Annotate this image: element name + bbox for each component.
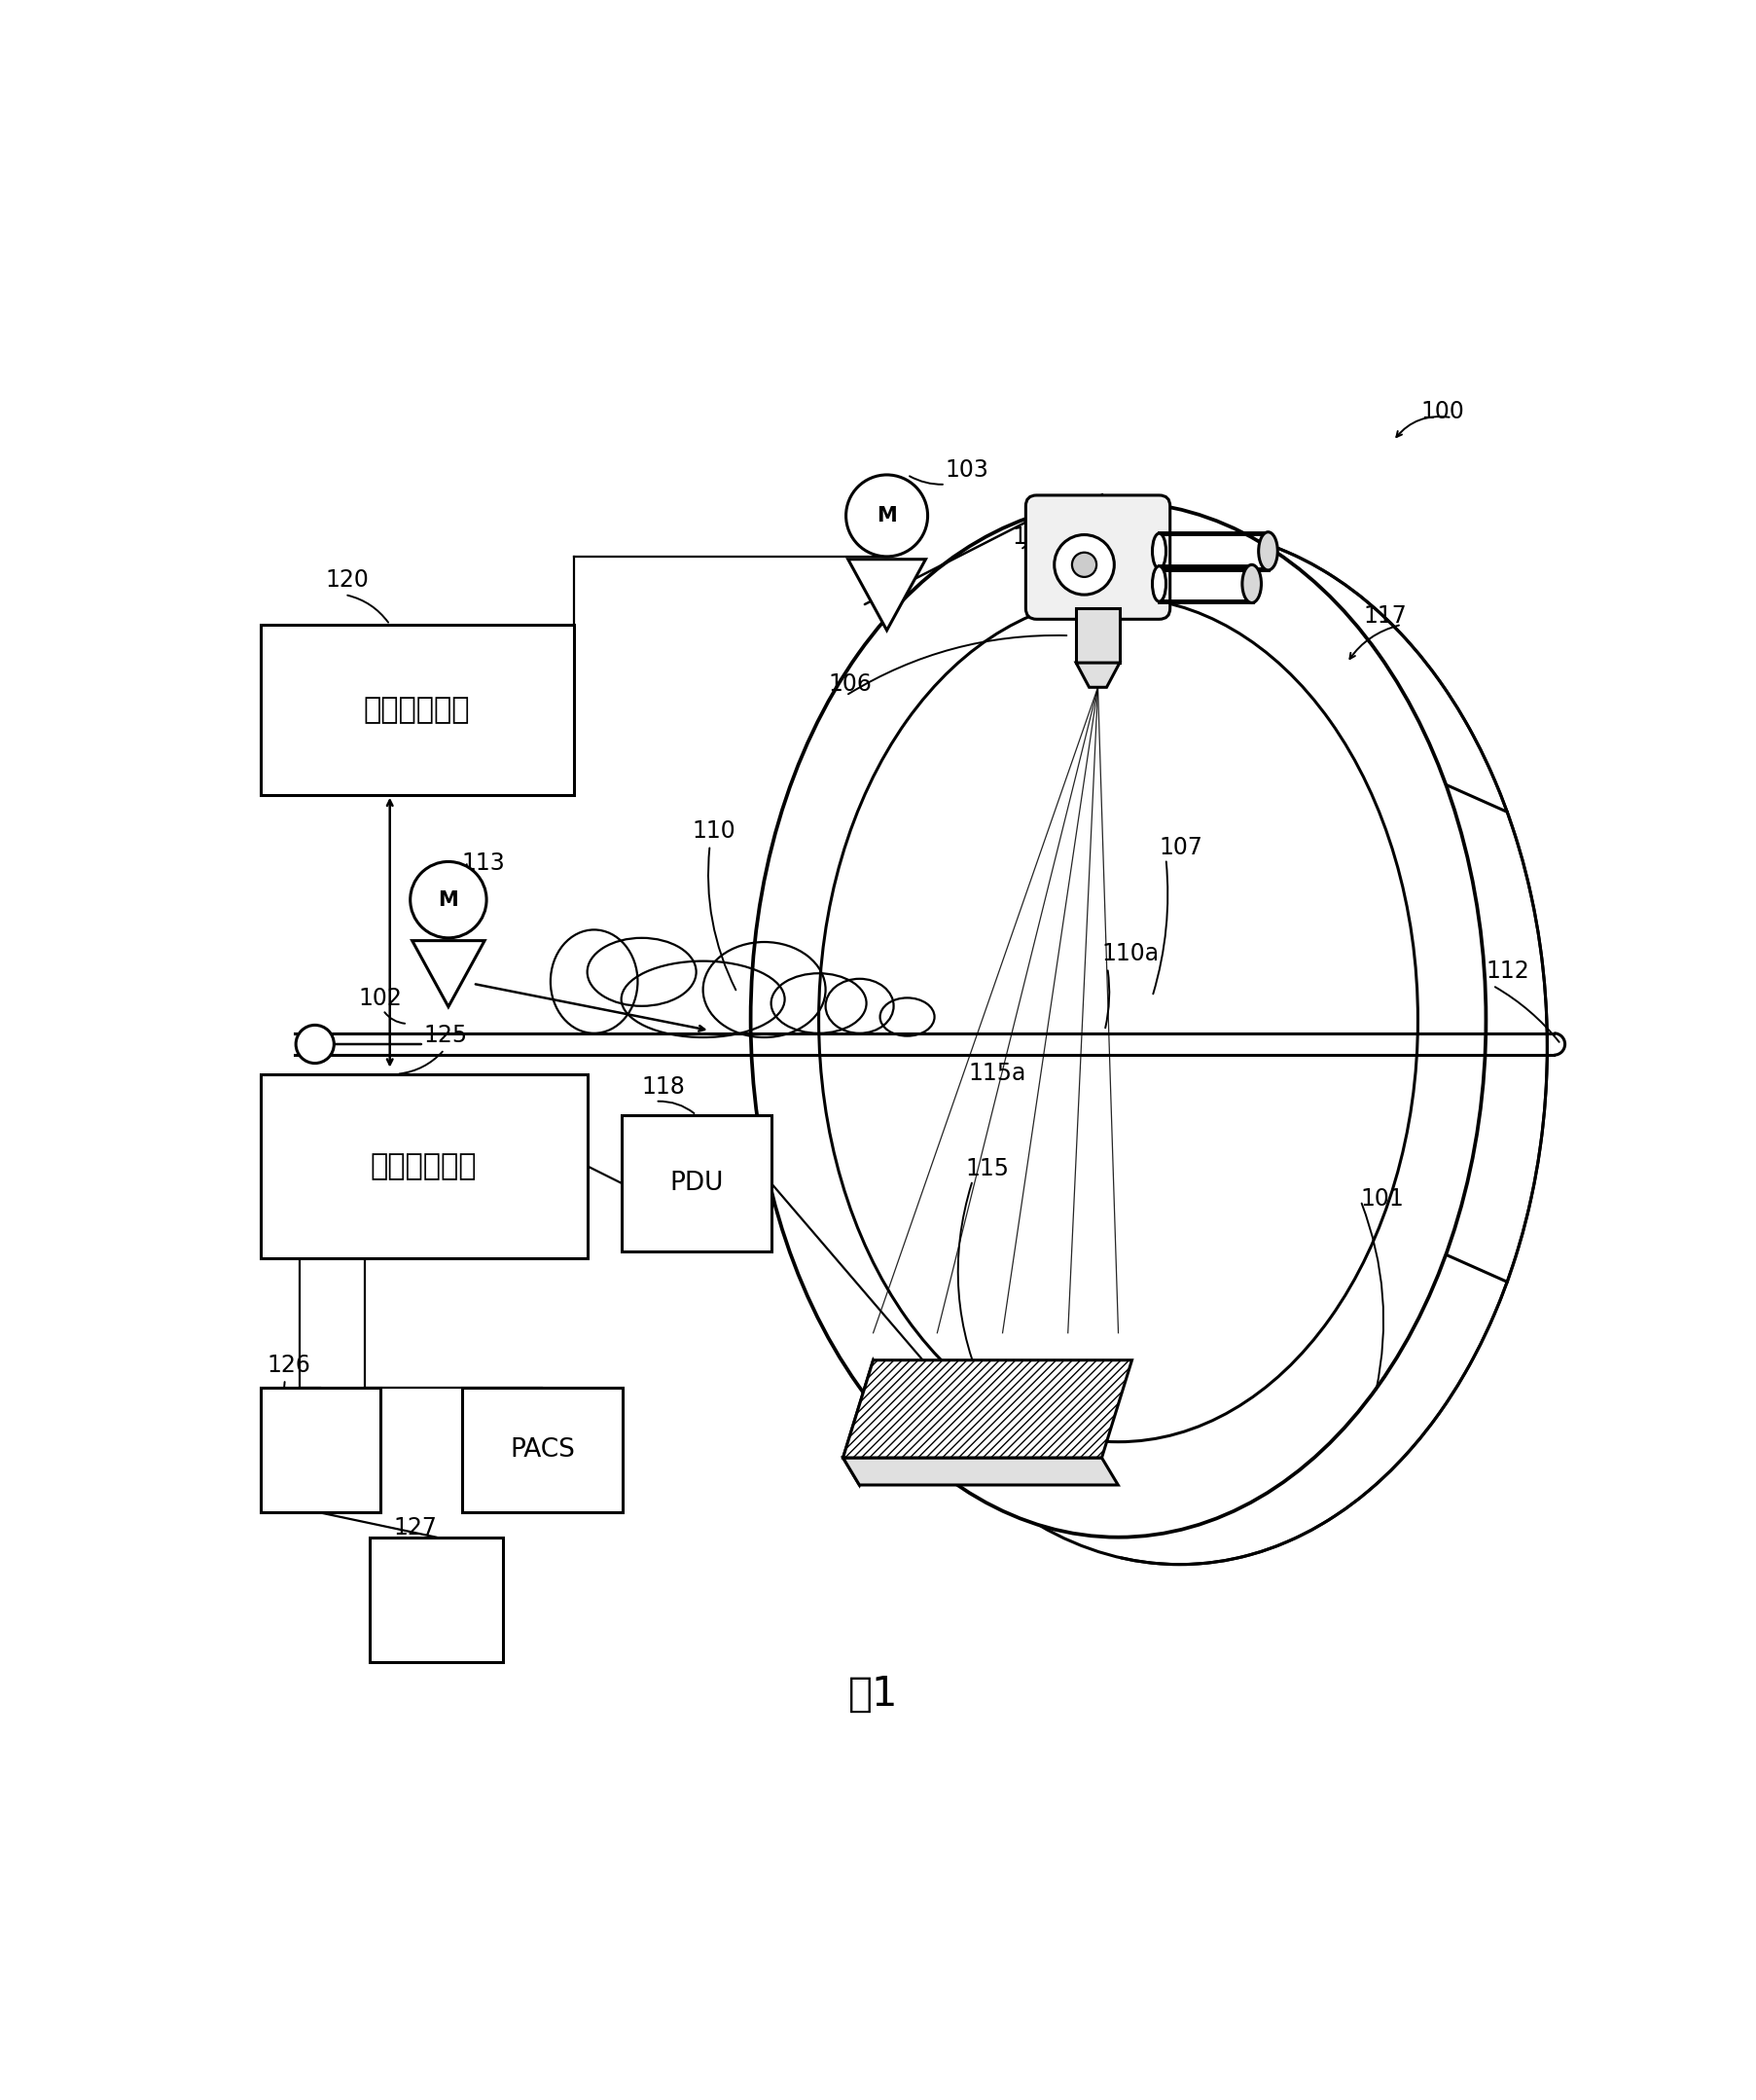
Text: 103: 103: [945, 458, 989, 481]
FancyBboxPatch shape: [1026, 496, 1169, 619]
Text: 110: 110: [692, 819, 736, 842]
Text: 106: 106: [827, 672, 871, 695]
Text: 100: 100: [1421, 399, 1463, 422]
Ellipse shape: [818, 596, 1417, 1443]
Text: 115: 115: [966, 1157, 1010, 1180]
Bar: [260, 624, 572, 796]
Ellipse shape: [1152, 567, 1166, 601]
Ellipse shape: [750, 502, 1486, 1537]
Polygon shape: [413, 941, 485, 1006]
Circle shape: [1054, 536, 1113, 594]
Text: 115a: 115a: [968, 1063, 1026, 1086]
Circle shape: [295, 1025, 334, 1063]
Ellipse shape: [1152, 533, 1166, 569]
Text: 马达控制单元: 马达控制单元: [363, 695, 471, 724]
Bar: [260, 1388, 379, 1512]
Bar: [622, 1115, 771, 1252]
Text: 118: 118: [641, 1075, 685, 1098]
Circle shape: [846, 475, 927, 556]
Ellipse shape: [1071, 552, 1096, 578]
Text: 110a: 110a: [1101, 941, 1159, 966]
Polygon shape: [1075, 664, 1119, 687]
Text: 图1: 图1: [848, 1674, 897, 1714]
Ellipse shape: [1241, 565, 1261, 603]
Text: M: M: [876, 506, 896, 525]
Text: 107: 107: [1159, 836, 1203, 859]
Bar: [462, 1388, 622, 1512]
Text: 112: 112: [1486, 960, 1529, 983]
Text: 102: 102: [358, 987, 402, 1010]
Text: 101: 101: [1359, 1186, 1403, 1210]
Text: 127: 127: [393, 1516, 437, 1539]
Text: M: M: [437, 890, 458, 909]
Text: 128: 128: [576, 1422, 620, 1445]
Polygon shape: [843, 1361, 1131, 1457]
Polygon shape: [843, 1361, 889, 1485]
Bar: [1075, 609, 1119, 664]
Text: 126: 126: [267, 1352, 311, 1376]
Circle shape: [411, 861, 486, 939]
Bar: [369, 1537, 502, 1663]
Text: PDU: PDU: [669, 1170, 723, 1195]
Ellipse shape: [1257, 531, 1277, 571]
Text: 117: 117: [1363, 605, 1407, 628]
Text: 105: 105: [1011, 525, 1055, 548]
Polygon shape: [848, 559, 925, 630]
Text: 120: 120: [325, 569, 369, 592]
Text: 113: 113: [462, 853, 506, 876]
Text: 125: 125: [423, 1023, 467, 1048]
Polygon shape: [843, 1457, 1117, 1485]
Text: 数据处理设备: 数据处理设备: [371, 1153, 478, 1180]
Bar: [260, 1073, 587, 1258]
Text: PACS: PACS: [509, 1436, 574, 1464]
